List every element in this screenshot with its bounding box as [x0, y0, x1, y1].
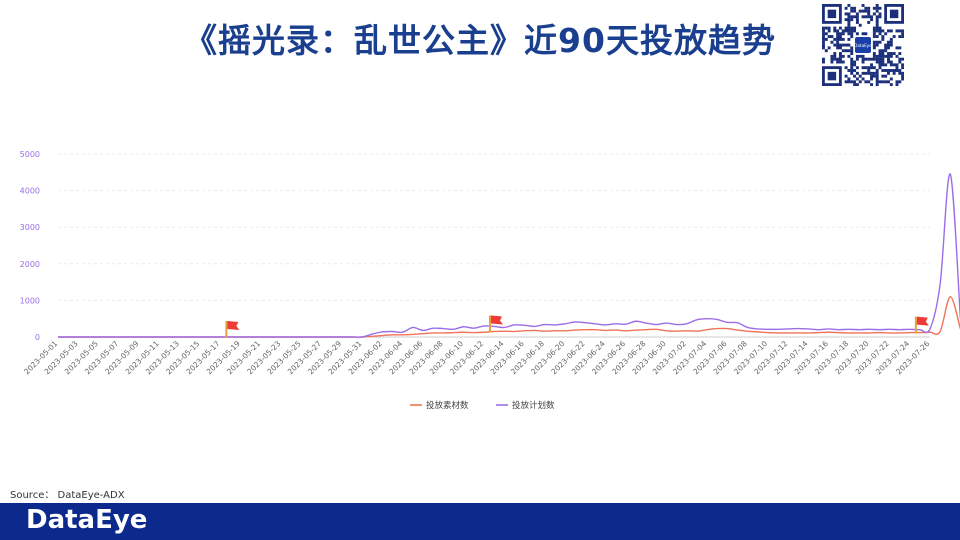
y-tick-label: 2000 [20, 260, 40, 269]
qr-code: DataEye [822, 4, 904, 86]
y-tick-label: 4000 [20, 187, 40, 196]
series-line-plans [57, 173, 960, 338]
legend-label: 投放计划数 [512, 400, 555, 411]
y-tick-label: 5000 [20, 150, 40, 159]
footer-bar: DataEye [0, 503, 960, 540]
source-note: Source： DataEye-ADX [10, 490, 125, 501]
y-tick-label: 1000 [20, 296, 40, 305]
flag-marker [489, 315, 503, 333]
page-title: 《摇光录：乱世公主》近90天投放趋势 [184, 21, 776, 60]
y-tick-label: 3000 [20, 223, 40, 232]
series-line-materials [57, 296, 960, 338]
brand-logo: DataEye [26, 505, 148, 535]
flag-marker [225, 321, 240, 338]
y-tick-label: 0 [35, 333, 40, 342]
legend-label: 投放素材数 [426, 400, 469, 411]
svg-text:DataEye: DataEye [854, 43, 872, 48]
flag-marker [914, 316, 929, 334]
trend-chart: 0100020003000400050002023-05-012023-05-0… [20, 150, 960, 411]
